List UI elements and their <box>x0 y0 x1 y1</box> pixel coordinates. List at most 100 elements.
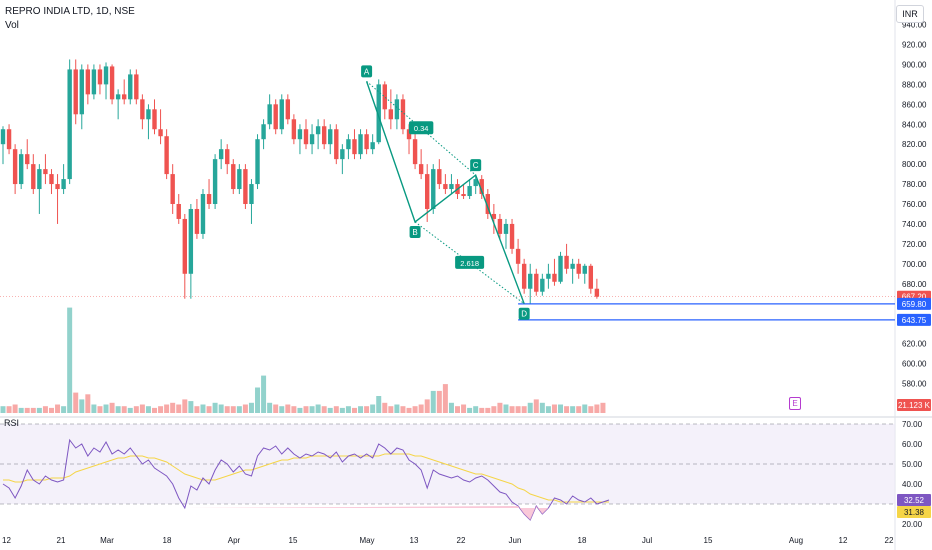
volume-bar <box>558 404 564 413</box>
volume-bar <box>418 404 424 413</box>
volume-bar <box>121 406 127 413</box>
candle-body <box>291 119 297 140</box>
candle-body <box>473 179 478 187</box>
candle-body <box>309 134 315 145</box>
candle-body <box>334 129 339 160</box>
x-tick-label-9: Jun <box>509 536 522 545</box>
candle-body <box>103 66 109 85</box>
volume-bar <box>436 390 442 413</box>
candle-body <box>503 223 509 234</box>
currency-button[interactable]: INR <box>896 5 924 23</box>
volume-bar <box>103 404 109 413</box>
volume-bar <box>42 406 48 413</box>
candle-body <box>449 184 454 190</box>
volume-bar <box>309 406 315 413</box>
volume-bar <box>85 394 91 413</box>
volume-bar <box>539 402 545 413</box>
candle-body <box>18 154 24 185</box>
x-tick-label-4: Apr <box>228 536 241 545</box>
pattern-ratio-badge-1 <box>455 255 485 269</box>
x-tick-label-13: Aug <box>789 536 803 545</box>
candle-body <box>273 104 278 130</box>
candle-body <box>588 265 594 289</box>
volume-bar <box>491 406 497 413</box>
price-tick-label-6: 820.00 <box>902 140 927 149</box>
volume-bar <box>24 407 30 413</box>
volume-bar <box>79 399 85 413</box>
rsi-oversold-fill <box>184 506 549 520</box>
level-1-price-label-bg <box>897 297 931 310</box>
volume-bar <box>91 404 97 413</box>
candle-body <box>79 69 84 115</box>
volume-bar <box>406 407 412 413</box>
candle-body <box>200 194 206 234</box>
candle-body <box>85 69 91 95</box>
volume-bar <box>521 406 527 413</box>
volume-bar <box>388 406 394 413</box>
price-tick-label-10: 740.00 <box>902 220 927 229</box>
price-tick-label-2: 900.00 <box>902 60 927 69</box>
rsi-tick-label-3: 40.00 <box>902 480 923 489</box>
price-tick-label-14: 620.00 <box>902 340 927 349</box>
volume-bar <box>67 307 73 413</box>
candle-body <box>576 263 581 274</box>
volume-bar <box>570 406 576 413</box>
level-1-price-label: 659.80 <box>902 300 927 309</box>
candle-body <box>115 94 121 100</box>
volume-bar <box>297 407 303 413</box>
rsi-tick-label-2: 50.00 <box>902 460 923 469</box>
candle-body <box>328 129 333 145</box>
volume-bar <box>509 406 515 413</box>
price-tick-label-0: 940.00 <box>902 21 927 30</box>
price-tick-label-1: 920.00 <box>902 41 927 50</box>
candle-body <box>158 129 163 137</box>
x-tick-label-6: May <box>359 536 374 545</box>
candle-body <box>406 129 412 140</box>
pattern-point-label-c: C <box>473 161 479 170</box>
volume-bar <box>564 406 570 413</box>
candle-body <box>437 169 442 185</box>
pattern-point-label-b: B <box>412 228 417 237</box>
candle-body <box>540 278 545 292</box>
volume-bar <box>382 402 388 413</box>
volume-bar <box>430 390 436 413</box>
candle-body <box>73 69 78 115</box>
volume-bar <box>479 407 485 413</box>
earnings-event-marker[interactable]: E <box>789 397 801 410</box>
x-tick-label-3: 18 <box>163 536 172 545</box>
volume-bar <box>224 406 230 413</box>
candle-body <box>43 169 48 175</box>
candle-body <box>55 184 60 190</box>
volume-bar <box>236 406 242 413</box>
pattern-point-badge-a <box>361 65 373 78</box>
candle-body <box>400 99 406 130</box>
candle-body <box>212 159 218 204</box>
volume-bar <box>279 406 285 413</box>
candle-body <box>146 109 151 120</box>
price-tick-label-13: 680.00 <box>902 280 927 289</box>
volume-bar <box>267 402 273 413</box>
volume-bar <box>73 392 79 413</box>
rsi-tick-label-1: 60.00 <box>902 440 923 449</box>
candle-body <box>546 273 551 279</box>
candle-body <box>431 169 436 209</box>
volume-bar <box>48 407 54 413</box>
candle-body <box>170 174 175 204</box>
volume-bar <box>315 404 321 413</box>
price-tick-label-16: 580.00 <box>902 379 927 388</box>
candle-body <box>497 218 503 234</box>
candle-body <box>194 208 200 234</box>
price-tick-label-11: 720.00 <box>902 240 927 249</box>
candle-body <box>425 174 430 209</box>
volume-bar <box>127 407 133 413</box>
volume-bar <box>473 406 479 413</box>
pattern-ratio-badge-0 <box>408 121 434 135</box>
rsi-tick-label-0: 70.00 <box>902 420 923 429</box>
rsi-last-label-bg <box>897 494 931 506</box>
volume-bar <box>442 384 448 413</box>
price-tick-label-12: 700.00 <box>902 260 927 269</box>
candle-body <box>134 74 139 100</box>
rsi-last-label: 32.52 <box>904 496 925 505</box>
price-tick-label-4: 860.00 <box>902 100 927 109</box>
pattern-point-label-d: D <box>521 310 527 319</box>
